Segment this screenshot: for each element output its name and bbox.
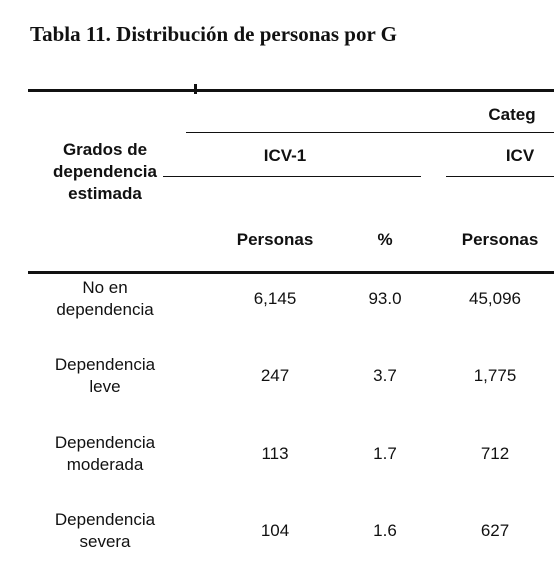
cell: 1.6 xyxy=(373,521,397,540)
cell: 104 xyxy=(260,521,290,540)
cell: 1,775 xyxy=(473,366,517,385)
cell: 627 xyxy=(480,521,510,540)
rule xyxy=(186,132,554,133)
cell: 3.7 xyxy=(373,366,397,385)
cell: 113 xyxy=(261,444,289,463)
cell: 45,096 xyxy=(469,289,521,308)
rule xyxy=(194,84,197,94)
column-header: Personas xyxy=(461,230,539,249)
rule xyxy=(163,176,421,177)
cell: 712 xyxy=(480,444,510,463)
rule xyxy=(28,89,554,92)
cell: 247 xyxy=(260,366,290,385)
rule xyxy=(28,271,554,274)
cell: 6,145 xyxy=(253,289,297,308)
column-header: Personas xyxy=(236,230,314,249)
group-header: Categ xyxy=(488,105,536,124)
row-header: Grados de dependencia estimada xyxy=(53,140,157,203)
row-label: Dependencia moderada xyxy=(54,433,156,474)
row-label: Dependencia leve xyxy=(54,355,156,396)
column-header: % xyxy=(377,230,393,249)
row-label: Dependencia severa xyxy=(54,510,156,551)
rule xyxy=(446,176,554,177)
row-label: No en dependencia xyxy=(56,278,154,319)
table-title: Tabla 11. Distribución de personas por G xyxy=(30,22,397,46)
subgroup-header: ICV xyxy=(505,146,535,165)
subgroup-header: ICV-1 xyxy=(263,146,307,165)
cell: 93.0 xyxy=(368,289,402,308)
cell: 1.7 xyxy=(373,444,397,463)
